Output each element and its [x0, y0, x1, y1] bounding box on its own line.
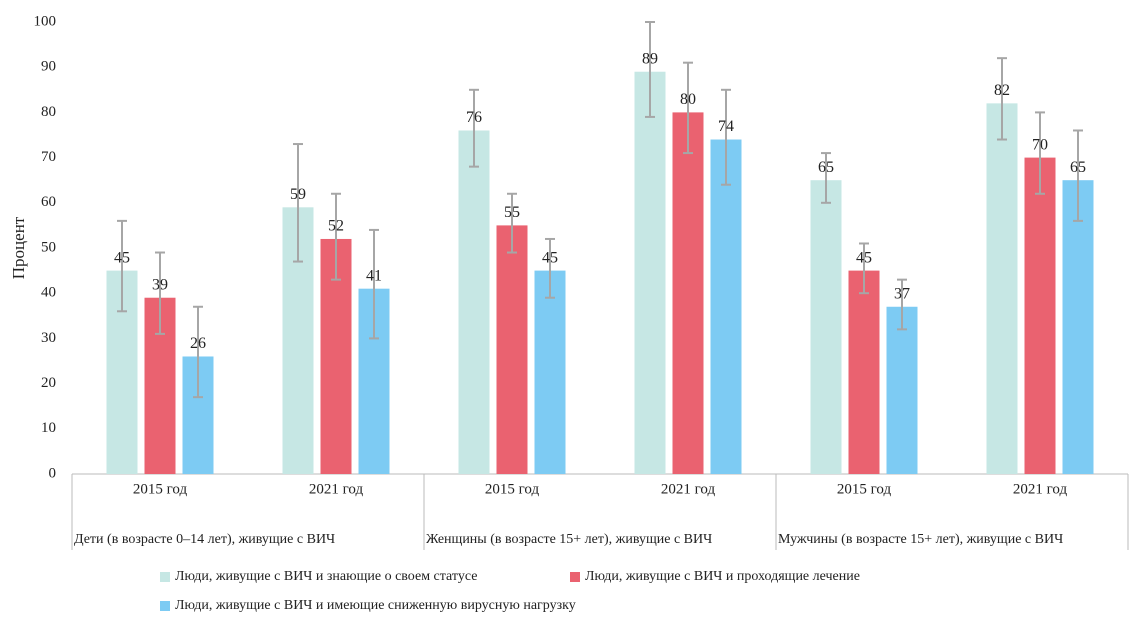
y-tick-label: 60 [41, 194, 56, 210]
y-tick-label: 70 [41, 149, 56, 165]
bar [848, 270, 880, 474]
y-tick-label: 30 [41, 330, 56, 346]
legend-label: Люди, живущие с ВИЧ и знающие о своем ст… [175, 569, 477, 584]
x-tick-label: 2015 год [837, 481, 892, 497]
data-label: 45 [114, 249, 130, 266]
data-label: 70 [1032, 136, 1048, 153]
y-tick-label: 20 [41, 375, 56, 391]
data-label: 45 [856, 249, 872, 266]
bar [496, 225, 528, 474]
x-tick-label: 2015 год [133, 481, 188, 497]
bar [1024, 157, 1056, 474]
data-label: 74 [718, 118, 734, 135]
legend-label: Люди, живущие с ВИЧ и проходящие лечение [585, 569, 860, 584]
bar [986, 103, 1018, 475]
y-axis-label: Процент [9, 216, 28, 279]
data-label: 65 [1070, 159, 1086, 176]
data-label: 89 [642, 50, 658, 67]
data-label: 41 [366, 267, 382, 284]
bar [810, 180, 842, 474]
x-tick-label: 2015 год [485, 481, 540, 497]
y-tick-label: 90 [41, 59, 56, 75]
x-tick-label: 2021 год [309, 481, 364, 497]
legend-swatch [160, 572, 170, 582]
bar [458, 130, 490, 475]
bar [534, 270, 566, 474]
x-tick-label: 2021 год [661, 481, 716, 497]
legend-label: Люди, живущие с ВИЧ и имеющие сниженную … [175, 598, 576, 613]
bar [634, 71, 666, 474]
legend-swatch [160, 601, 170, 611]
data-label: 26 [190, 335, 206, 352]
bar [1062, 180, 1094, 474]
data-label: 45 [542, 249, 558, 266]
y-tick-label: 50 [41, 239, 56, 255]
data-label: 39 [152, 276, 168, 293]
bar [672, 112, 704, 475]
y-tick-label: 40 [41, 285, 56, 301]
y-tick-label: 10 [41, 420, 56, 436]
data-label: 76 [466, 109, 482, 126]
data-label: 80 [680, 91, 696, 108]
y-tick-label: 100 [34, 13, 57, 29]
group-label: Мужчины (в возрасте 15+ лет), живущие с … [778, 532, 1063, 547]
data-label: 55 [504, 204, 520, 221]
bar [710, 139, 742, 474]
data-label: 59 [290, 186, 306, 203]
data-label: 37 [894, 285, 910, 302]
y-tick-label: 80 [41, 104, 56, 120]
x-tick-label: 2021 год [1013, 481, 1068, 497]
group-label: Дети (в возрасте 0–14 лет), живущие с ВИ… [74, 532, 335, 547]
data-label: 65 [818, 159, 834, 176]
legend-swatch [570, 572, 580, 582]
group-label: Женщины (в возрасте 15+ лет), живущие с … [426, 532, 712, 547]
y-tick-label: 0 [49, 465, 57, 481]
data-label: 52 [328, 218, 344, 235]
data-label: 82 [994, 82, 1010, 99]
bar [886, 306, 918, 474]
